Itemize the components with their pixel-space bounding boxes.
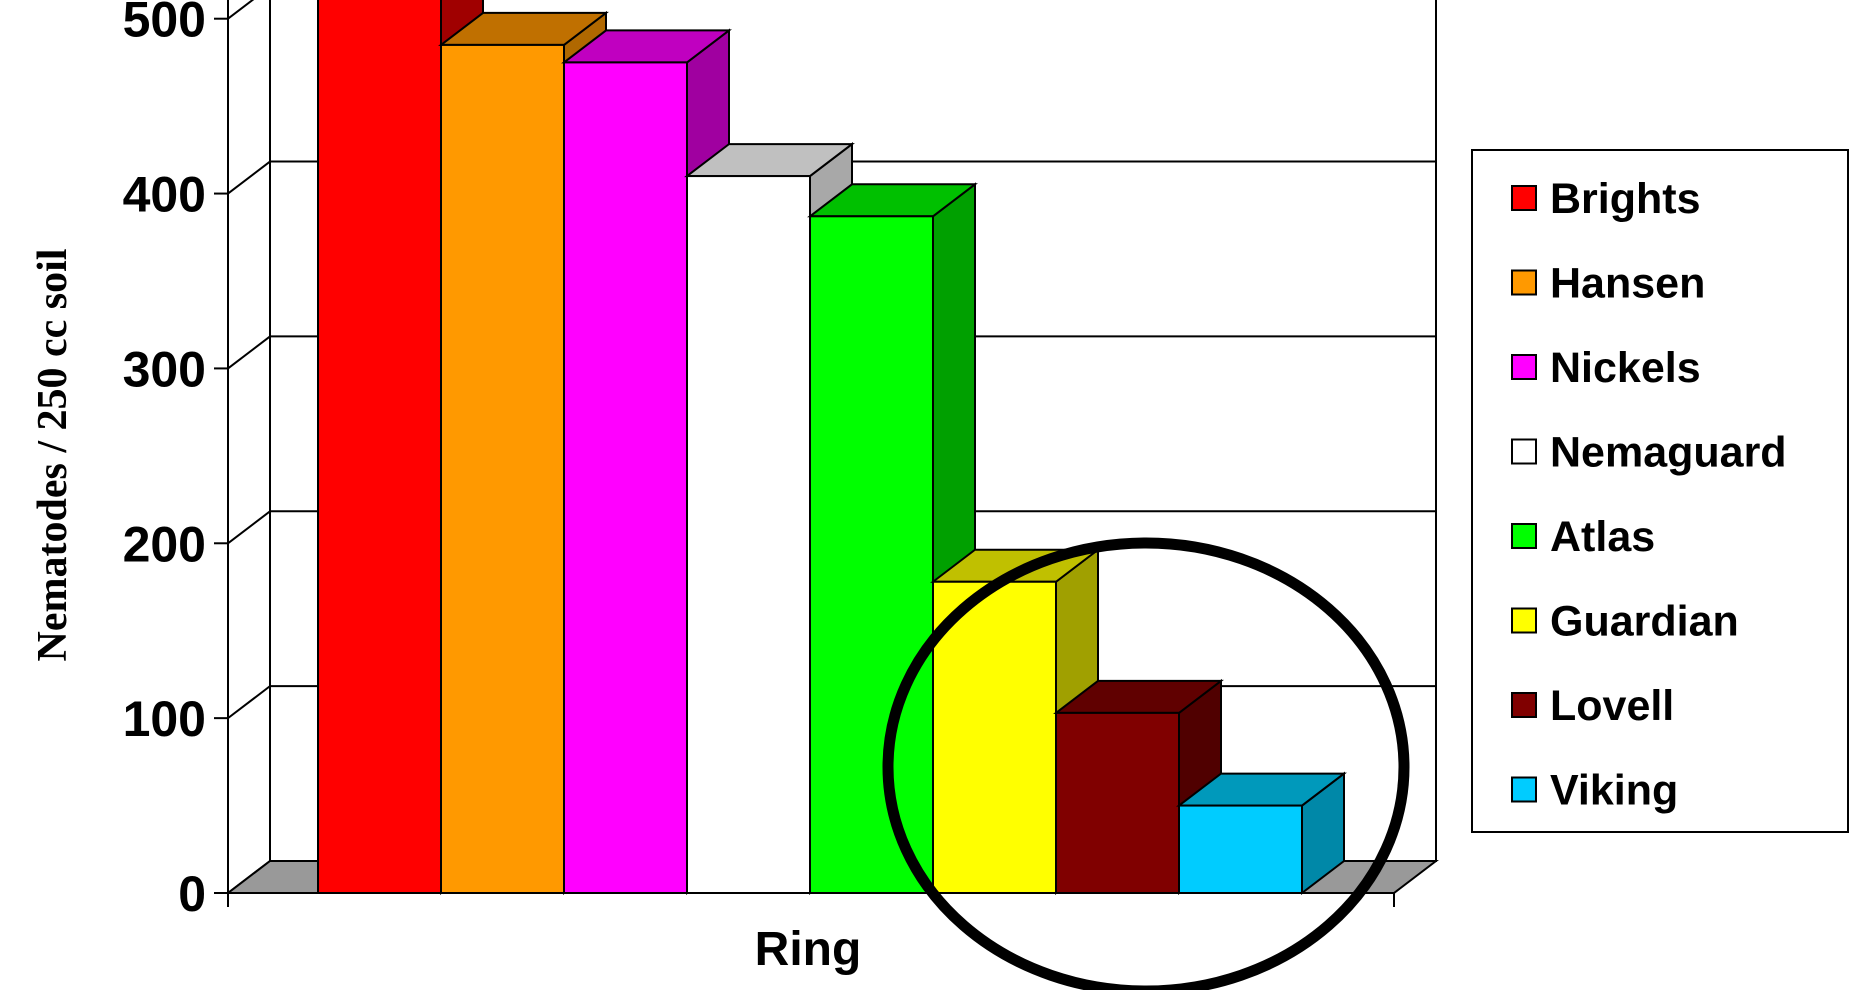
y-tick-label: 400	[123, 167, 206, 223]
legend-item-atlas: Atlas	[1511, 513, 1655, 561]
y-axis-title: Nematodes / 250 cc soil	[30, 249, 76, 662]
legend-swatch	[1511, 354, 1537, 380]
legend-item-nickels: Nickels	[1511, 344, 1701, 392]
legend-item-nemaguard: Nemaguard	[1511, 429, 1787, 477]
legend-box	[1471, 149, 1849, 833]
y-tick-label: 0	[178, 866, 206, 922]
gridline-side	[227, 160, 271, 195]
legend-item-brights: Brights	[1511, 175, 1701, 223]
bar-atlas	[807, 182, 978, 896]
bar-front-hansen	[440, 43, 565, 894]
bar-front-atlas	[809, 215, 934, 894]
bar-viking	[1176, 771, 1347, 896]
legend-swatch	[1511, 438, 1537, 465]
bar-front-nemaguard	[686, 175, 811, 895]
gridline-side	[227, 685, 271, 719]
y-tick-label: 200	[123, 516, 206, 572]
y-tick-label: 100	[123, 691, 206, 747]
chart-bars	[317, 0, 1347, 896]
legend-label: Nemaguard	[1550, 429, 1787, 477]
bar-front-lovell	[1055, 711, 1180, 895]
legend-label: Viking	[1550, 767, 1678, 815]
x-axis-title: Ring	[755, 923, 862, 976]
legend-label: Lovell	[1550, 682, 1674, 730]
gridline-side	[227, 335, 271, 370]
gridline-side	[227, 0, 255, 20]
legend-swatch	[1511, 269, 1537, 296]
y-tick-label: 300	[123, 341, 206, 397]
y-tick-label: 500	[123, 0, 206, 48]
legend-item-viking: Viking	[1511, 767, 1678, 815]
legend-item-guardian: Guardian	[1511, 598, 1739, 646]
legend: Brights Hansen Nickels Nemaguard Atlas Guardi…	[1471, 149, 1849, 833]
highlight-circle	[882, 537, 1410, 990]
gridline-side	[227, 510, 271, 545]
legend-swatch	[1511, 523, 1537, 549]
legend-item-lovell: Lovell	[1511, 682, 1674, 730]
legend-label: Nickels	[1550, 344, 1701, 392]
legend-swatch	[1511, 776, 1537, 803]
legend-label: Hansen	[1550, 260, 1705, 308]
legend-label: Guardian	[1550, 598, 1739, 646]
legend-swatch	[1511, 185, 1537, 211]
bar-front-viking	[1178, 804, 1303, 895]
legend-swatch	[1511, 607, 1537, 634]
legend-item-hansen: Hansen	[1511, 260, 1705, 308]
legend-label: Brights	[1550, 175, 1701, 223]
chart-axes: 0100200300400500600700	[123, 0, 1395, 922]
bar-front-guardian	[932, 580, 1057, 894]
bar-front-brights	[317, 0, 442, 895]
legend-swatch	[1511, 692, 1537, 718]
bar-front-nickels	[563, 61, 688, 895]
legend-label: Atlas	[1550, 513, 1655, 561]
